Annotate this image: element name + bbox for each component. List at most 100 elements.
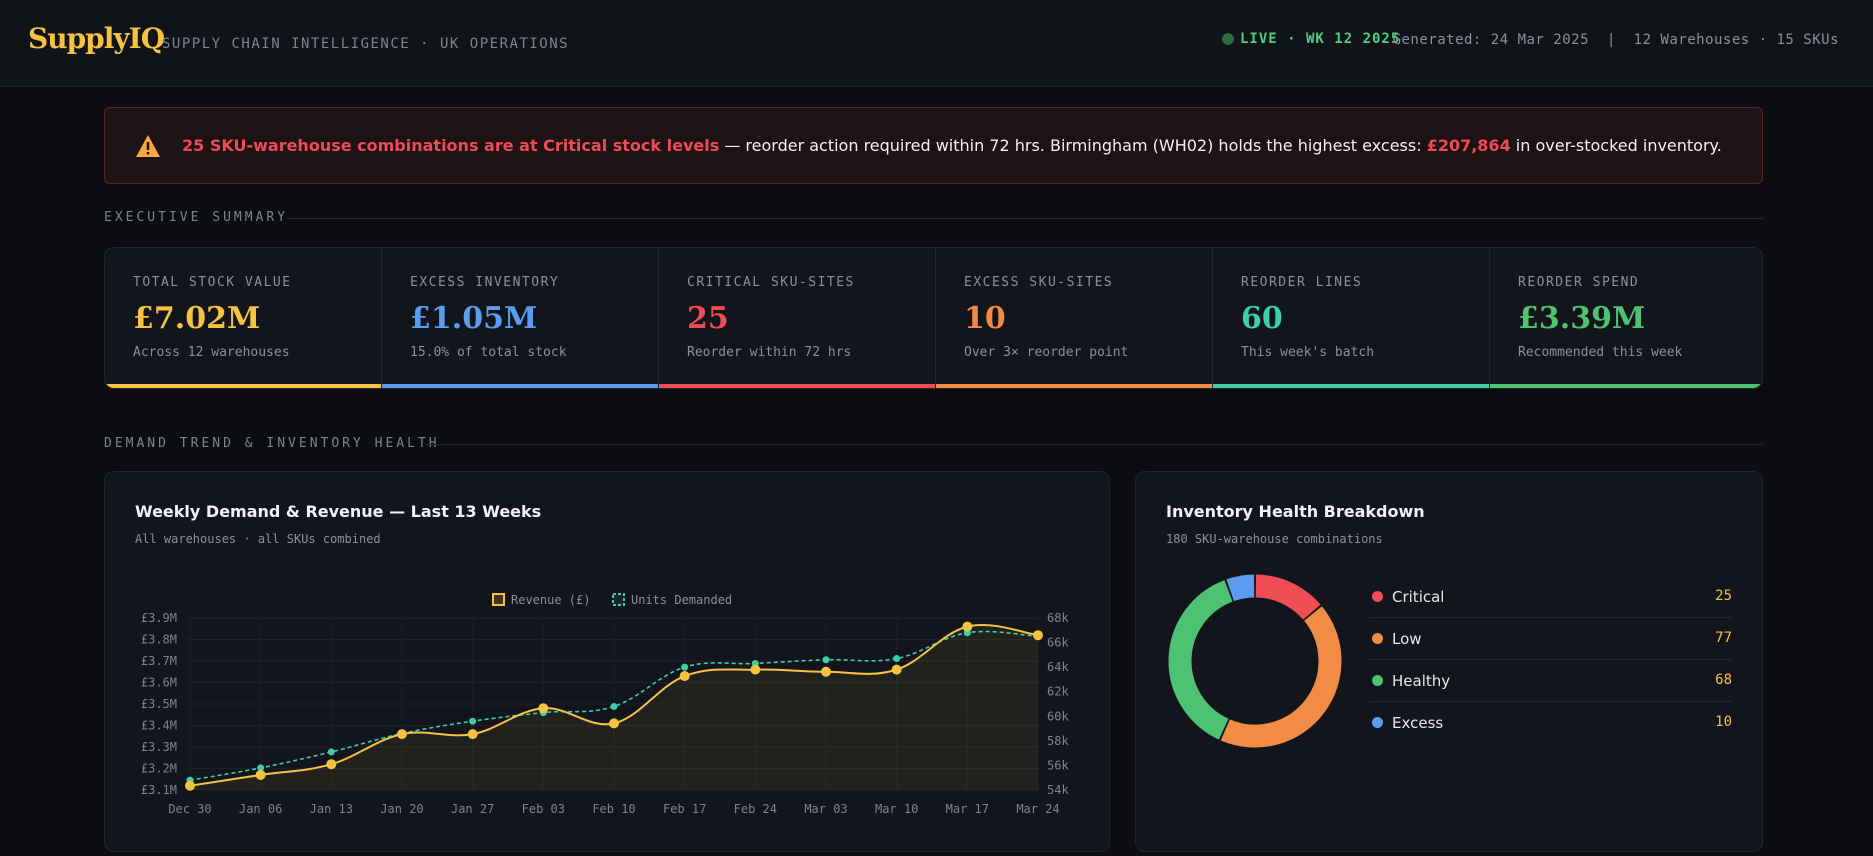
brand-logo: SupplyIQ <box>28 22 165 55</box>
kpi-value: £7.02M <box>133 301 261 336</box>
legend-revenue-label: Revenue (£) <box>511 593 590 607</box>
legend-dot <box>1372 633 1383 644</box>
x-tick-label: Feb 10 <box>592 802 635 816</box>
critical-alert-banner: 25 SKU-warehouse combinations are at Cri… <box>104 107 1763 184</box>
revenue-point <box>1033 630 1043 641</box>
section-divider <box>425 444 1763 445</box>
y-tick-label: £3.4M <box>141 719 177 733</box>
revenue-point <box>185 780 195 791</box>
revenue-point <box>467 729 478 740</box>
y-tick-label: £3.9M <box>141 611 177 625</box>
y2-tick-label: 64k <box>1047 660 1069 674</box>
kpi-sub: Over 3× reorder point <box>964 345 1129 360</box>
kpi-accent-bar <box>1490 384 1762 388</box>
x-tick-label: Jan 27 <box>451 802 494 816</box>
kpi-accent-bar <box>659 384 935 388</box>
y2-tick-label: 54k <box>1047 783 1069 797</box>
legend-units-swatch <box>612 593 625 606</box>
x-tick-label: Jan 20 <box>380 802 423 816</box>
weekly-demand-panel: Weekly Demand & Revenue — Last 13 Weeks … <box>104 471 1110 852</box>
kpi-sub: Recommended this week <box>1518 345 1683 360</box>
kpi-sub: Across 12 warehouses <box>133 345 290 360</box>
legend-count: 10 <box>1715 714 1732 730</box>
kpi-value: 60 <box>1241 301 1283 336</box>
y-tick-label: £3.8M <box>141 633 177 647</box>
revenue-point <box>962 621 973 632</box>
warning-icon <box>136 135 160 157</box>
y-tick-label: £3.5M <box>141 697 177 711</box>
legend-count: 68 <box>1715 672 1732 688</box>
kpi-accent-bar <box>105 384 381 388</box>
x-tick-label: Jan 13 <box>310 802 353 816</box>
kpi-label: REORDER LINES <box>1241 275 1363 290</box>
kpi-card: CRITICAL SKU-SITES 25 Reorder within 72 … <box>659 248 936 388</box>
kpi-sub: 15.0% of total stock <box>410 345 567 360</box>
y-tick-label: £3.2M <box>141 762 177 776</box>
revenue-point <box>326 759 337 770</box>
panel-title: Inventory Health Breakdown <box>1166 502 1425 521</box>
report-meta: Generated: 24 Mar 2025 | 12 Warehouses ·… <box>1392 32 1839 48</box>
alert-amount: £207,864 <box>1426 136 1511 155</box>
y2-tick-label: 58k <box>1047 734 1069 748</box>
panel-subtitle: All warehouses · all SKUs combined <box>135 532 381 546</box>
revenue-point <box>538 703 549 714</box>
legend-revenue-swatch <box>492 593 505 606</box>
legend-dot <box>1372 717 1383 728</box>
section-demand-trend: DEMAND TREND & INVENTORY HEALTH <box>104 436 440 451</box>
kpi-label: EXCESS INVENTORY <box>410 275 560 290</box>
y2-tick-label: 56k <box>1047 758 1069 772</box>
units-point <box>469 717 477 725</box>
legend-row-excess: Excess 10 <box>1370 702 1732 744</box>
kpi-value: 10 <box>964 301 1006 336</box>
kpi-card: REORDER LINES 60 This week's batch <box>1213 248 1490 388</box>
y2-tick-label: 60k <box>1047 709 1069 723</box>
kpi-card: EXCESS SKU-SITES 10 Over 3× reorder poin… <box>936 248 1213 388</box>
kpi-sub: This week's batch <box>1241 345 1375 360</box>
kpi-accent-bar <box>1213 384 1489 388</box>
kpi-accent-bar <box>936 384 1212 388</box>
section-executive-summary: EXECUTIVE SUMMARY <box>104 210 289 225</box>
alert-text-2: in over-stocked inventory. <box>1510 136 1722 155</box>
legend-label: Healthy <box>1392 672 1451 690</box>
kpi-label: EXCESS SKU-SITES <box>964 275 1114 290</box>
revenue-point <box>397 729 407 740</box>
kpi-label: TOTAL STOCK VALUE <box>133 275 292 290</box>
y2-tick-label: 68k <box>1047 611 1069 625</box>
kpi-value: £3.39M <box>1518 301 1646 336</box>
panel-title: Weekly Demand & Revenue — Last 13 Weeks <box>135 502 542 521</box>
revenue-point <box>821 666 831 677</box>
section-divider <box>287 218 1763 219</box>
x-tick-label: Mar 17 <box>946 802 989 816</box>
revenue-point <box>891 664 902 675</box>
x-tick-label: Feb 17 <box>663 802 706 816</box>
legend-label: Critical <box>1392 588 1445 606</box>
revenue-point <box>609 718 619 729</box>
revenue-point <box>255 769 266 780</box>
legend-count: 77 <box>1715 630 1732 646</box>
legend-units-label: Units Demanded <box>631 593 732 607</box>
units-point <box>327 748 335 756</box>
x-tick-label: Mar 24 <box>1016 802 1059 816</box>
kpi-accent-bar <box>382 384 658 388</box>
x-tick-label: Jan 06 <box>239 802 282 816</box>
legend-label: Low <box>1392 630 1422 648</box>
kpi-card: TOTAL STOCK VALUE £7.02M Across 12 wareh… <box>105 248 382 388</box>
kpi-value: 25 <box>687 301 729 336</box>
kpi-label: REORDER SPEND <box>1518 275 1640 290</box>
live-dot-icon <box>1222 33 1234 45</box>
y-tick-label: £3.6M <box>141 676 177 690</box>
legend-row-critical: Critical 25 <box>1370 576 1732 618</box>
y-tick-label: £3.3M <box>141 740 177 754</box>
kpi-row: TOTAL STOCK VALUE £7.02M Across 12 wareh… <box>104 247 1763 389</box>
x-tick-label: Mar 03 <box>804 802 847 816</box>
revenue-area <box>190 624 1038 790</box>
legend-dot <box>1372 591 1383 602</box>
units-point <box>681 663 689 671</box>
kpi-sub: Reorder within 72 hrs <box>687 345 852 360</box>
y-tick-label: £3.1M <box>141 783 177 797</box>
units-point <box>257 764 265 772</box>
alert-headline: 25 SKU-warehouse combinations are at Cri… <box>182 136 720 155</box>
x-tick-label: Feb 03 <box>522 802 565 816</box>
legend-count: 25 <box>1715 588 1732 604</box>
units-point <box>822 656 830 664</box>
